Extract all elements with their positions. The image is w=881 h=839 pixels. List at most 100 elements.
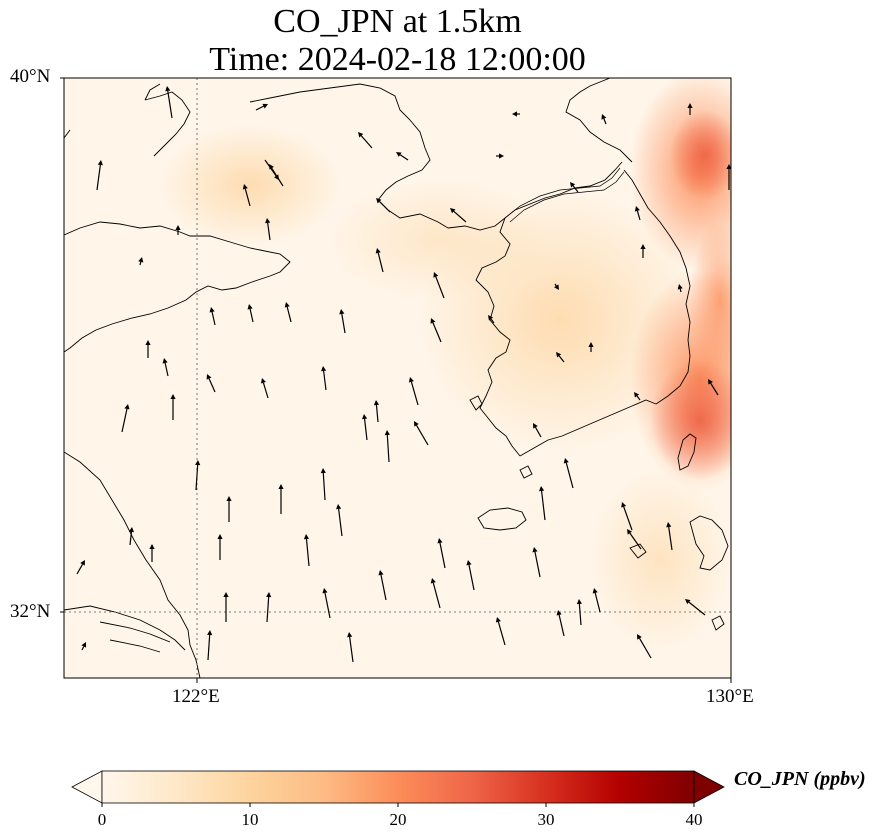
- colorbar-extend-min: [71, 770, 103, 804]
- wind-arrow-shaft: [286, 306, 292, 323]
- wind-arrow-shaft: [688, 601, 706, 616]
- wind-arrow-head: [437, 538, 443, 544]
- colorbar-tick-20: 20: [389, 810, 407, 829]
- wind-arrow-head: [162, 358, 168, 364]
- wind-arrow-shaft: [167, 90, 173, 119]
- wind-vectors: [76, 86, 731, 663]
- wind-arrow-head: [242, 184, 248, 190]
- wind-arrow-shaft: [603, 118, 607, 125]
- wind-arrow-head: [430, 318, 436, 324]
- wind-arrow-head: [195, 460, 201, 466]
- wind-arrow-shaft: [129, 531, 133, 546]
- wind-arrow-shaft: [540, 490, 546, 521]
- colorbar-tick-10: 10: [241, 810, 259, 829]
- wind-arrow-shaft: [439, 542, 446, 569]
- wind-arrow-shaft: [375, 404, 379, 423]
- wind-arrow-head: [266, 592, 272, 598]
- wind-arrow-head: [512, 111, 517, 117]
- wind-arrow-head: [321, 366, 327, 372]
- wind-arrow-shaft: [594, 592, 601, 613]
- wind-arrow-head: [336, 504, 342, 510]
- wind-arrow-head: [361, 414, 368, 420]
- wind-arrow-head: [217, 534, 223, 539]
- wind-arrow-shaft: [208, 378, 216, 393]
- wind-arrow-head: [532, 547, 538, 553]
- wind-arrow-head: [687, 103, 693, 108]
- colorbar-tick-40: 40: [685, 810, 703, 829]
- wind-arrow-shaft: [639, 638, 652, 659]
- wind-arrow-shaft: [623, 506, 633, 531]
- wind-arrow-head: [347, 632, 353, 638]
- wind-arrow-head: [637, 634, 642, 640]
- wind-arrow-shaft: [96, 164, 101, 191]
- axis-ticks: [60, 77, 732, 683]
- wind-arrow-head: [81, 642, 87, 648]
- wind-arrow-head: [708, 379, 713, 385]
- wind-arrow-shaft: [399, 154, 409, 161]
- wind-arrow-head: [433, 272, 439, 278]
- wind-arrow-head: [223, 592, 229, 597]
- wind-arrow-head: [378, 570, 384, 576]
- wind-arrow-head: [677, 284, 683, 290]
- wind-arrow-head: [320, 468, 326, 474]
- wind-arrow-shaft: [360, 135, 373, 149]
- wind-arrow-shaft: [305, 538, 310, 567]
- wind-arrow-shaft: [432, 322, 442, 343]
- map-frame: [63, 77, 732, 679]
- wind-arrow-head: [278, 484, 284, 489]
- wind-arrow-head: [408, 377, 414, 383]
- wind-arrow-head: [726, 164, 731, 169]
- coastlines: [64, 78, 729, 678]
- wind-arrow-shaft: [211, 311, 216, 326]
- wind-arrow-head: [128, 527, 135, 533]
- wind-arrow-head: [165, 86, 171, 92]
- wind-arrow-shaft: [534, 551, 541, 578]
- wind-arrow-head: [621, 502, 627, 508]
- wind-arrow-head: [570, 182, 576, 188]
- wind-arrow-head: [556, 352, 562, 358]
- wind-arrow-head: [640, 244, 646, 249]
- wind-arrow-shaft: [377, 252, 384, 273]
- wind-arrow-shaft: [267, 222, 271, 241]
- wind-arrow-head: [563, 458, 569, 464]
- wind-arrow-shaft: [636, 395, 641, 401]
- wind-arrow-head: [247, 304, 253, 310]
- wind-arrow-head: [138, 257, 144, 263]
- wind-arrow-shaft: [244, 188, 251, 207]
- colorbar-tick-0: 0: [97, 810, 107, 829]
- wind-arrow-head: [539, 486, 545, 492]
- wind-arrow-head: [265, 218, 271, 224]
- wind-arrow-head: [145, 340, 151, 345]
- wind-arrow-head: [499, 153, 504, 159]
- wind-arrow-head: [376, 198, 382, 204]
- wind-arrow-shaft: [338, 508, 343, 537]
- wind-arrow-shaft: [497, 621, 506, 646]
- colorbar-bar: [101, 770, 695, 804]
- colorbar-extend-max: [693, 770, 725, 804]
- wind-arrow-shaft: [139, 261, 142, 266]
- wind-arrow-head: [322, 588, 328, 594]
- co-concentration-field: [64, 78, 731, 678]
- wind-arrow-head: [149, 544, 155, 549]
- wind-arrow-shaft: [322, 472, 326, 501]
- wind-arrow-head: [226, 496, 232, 501]
- wind-arrow-shaft: [324, 592, 331, 619]
- wind-arrow-head: [209, 307, 215, 313]
- wind-arrow-head: [260, 378, 266, 384]
- map-title-line1: CO_JPN at 1.5km: [273, 3, 522, 40]
- wind-arrow-shaft: [380, 574, 387, 601]
- wind-arrow-head: [450, 208, 456, 214]
- wind-arrow-shaft: [679, 288, 682, 293]
- wind-arrow-shaft: [266, 596, 270, 623]
- wind-arrow-shaft: [490, 318, 495, 324]
- wind-arrow-shaft: [164, 362, 169, 377]
- wind-arrow-shaft: [432, 582, 441, 609]
- wind-arrow-head: [430, 578, 436, 584]
- wind-arrow-head: [175, 225, 181, 230]
- wind-arrow-shaft: [363, 418, 368, 441]
- wind-arrow-head: [556, 610, 562, 616]
- wind-arrow-shaft: [416, 425, 429, 446]
- wind-arrow-head: [97, 160, 103, 166]
- colorbar-tick-30: 30: [537, 810, 555, 829]
- wind-arrow-shaft: [629, 532, 642, 550]
